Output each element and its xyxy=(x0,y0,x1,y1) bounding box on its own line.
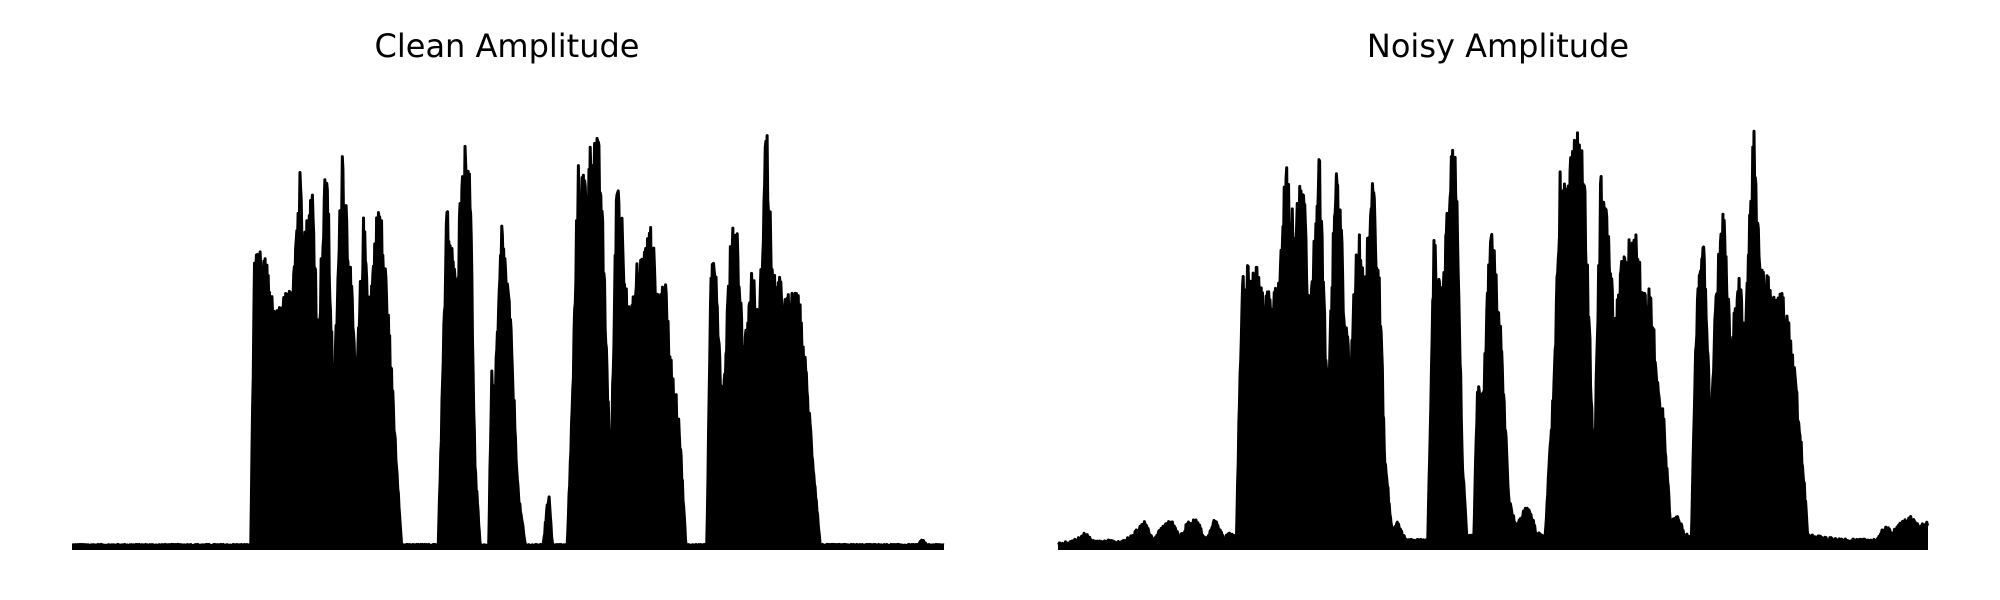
clean-amplitude-area xyxy=(72,135,944,548)
clean-amplitude-line xyxy=(71,134,945,548)
noisy-amplitude-line xyxy=(1057,129,1930,548)
clean-amplitude-title: Clean Amplitude xyxy=(375,27,640,65)
noisy-amplitude-area xyxy=(1058,131,1928,549)
clean-amplitude-panel: Clean Amplitude xyxy=(71,27,945,550)
noisy-amplitude-panel: Noisy Amplitude xyxy=(1057,27,1930,550)
noisy-amplitude-title: Noisy Amplitude xyxy=(1367,27,1629,65)
